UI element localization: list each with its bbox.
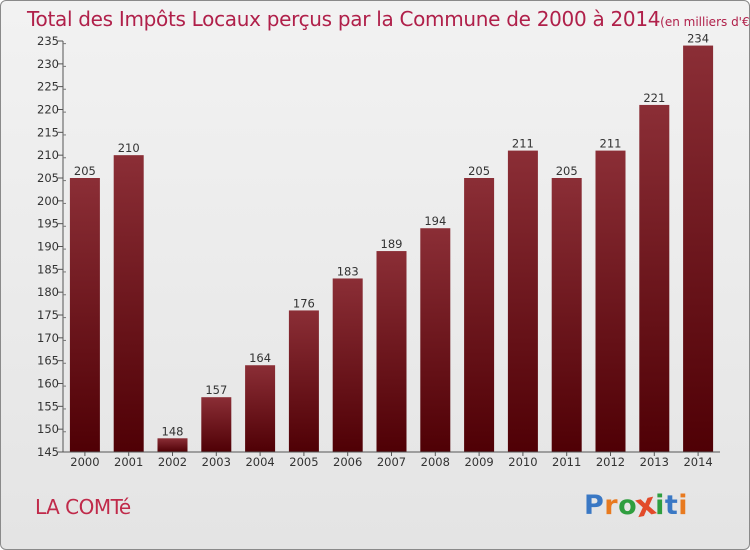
x-tick-label: 2008 [421,455,450,469]
data-label-2011: 205 [556,164,578,178]
y-tick-label: 165 [37,354,59,368]
chart-title-main: Total des Impôts Locaux perçus par la Co… [27,7,661,31]
y-tick-label: 155 [37,399,59,413]
x-tick-label: 2012 [596,455,625,469]
y-tick-label: 160 [37,377,59,391]
x-tick-label: 2013 [640,455,669,469]
data-label-2006: 183 [337,264,359,278]
y-tick-label: 185 [37,262,59,276]
x-tick-label: 2009 [464,455,493,469]
y-tick-label: 220 [37,103,59,117]
bar-2011 [551,178,582,452]
logo-letter: i [655,490,665,521]
data-label-2003: 157 [205,383,227,397]
y-tick-label: 230 [37,57,59,71]
bar-2000 [69,178,100,452]
y-tick-label: 200 [37,194,59,208]
bar-2014 [683,45,714,453]
bar-2003 [201,397,232,452]
y-tick-label: 150 [37,422,59,436]
data-label-2004: 164 [249,351,271,365]
logo-letter: r [604,490,619,521]
y-tick-label: 145 [37,445,59,459]
bar-2006 [332,278,363,452]
chart-title: Total des Impôts Locaux perçus par la Co… [27,7,750,31]
x-tick-label: 2003 [202,455,231,469]
x-tick-label: 2014 [683,455,712,469]
bar-2002 [157,438,188,452]
logo-letter: P [584,490,605,521]
y-tick-label: 190 [37,240,59,254]
x-tick-label: 2001 [114,455,143,469]
x-tick-label: 2002 [158,455,187,469]
y-tick-label: 195 [37,217,59,231]
data-label-2002: 148 [162,424,184,438]
data-label-2007: 189 [381,237,403,251]
bar-2010 [507,150,538,452]
y-tick-label: 215 [37,125,59,139]
data-label-2012: 211 [600,137,622,151]
bar-2013 [639,104,670,452]
x-tick-label: 2011 [552,455,581,469]
bar-2001 [113,155,144,452]
y-tick-label: 210 [37,148,59,162]
x-tick-label: 2010 [508,455,537,469]
x-axis: 2000 2001 2002 2003 2004 2005 2006 2007 2008 2009… [63,451,720,469]
data-label-2008: 194 [424,214,446,228]
x-tick-label: 2006 [333,455,362,469]
y-tick-label: 175 [37,308,59,322]
data-label-2009: 205 [468,164,490,178]
y-tick-label: 180 [37,285,59,299]
data-label-2000: 205 [74,164,96,178]
data-label-2013: 221 [643,91,665,105]
bar-2004 [245,365,276,452]
logo-letter: t [664,490,679,521]
y-tick-label: 235 [37,34,59,48]
y-tick-label: 170 [37,331,59,345]
y-tick-label: 225 [37,80,59,94]
bar-series: 205 210 148 157 164 176 183 189 194 205 211 205 211 2… [69,32,714,453]
logo-letter: o [618,490,638,521]
logo-letter: i [678,490,689,521]
data-label-2001: 210 [118,141,140,155]
chart-title-unit: (en milliers d'€) [660,15,750,29]
bar-2012 [595,150,626,452]
y-tick-label: 205 [37,171,59,185]
x-tick-label: 2007 [377,455,406,469]
y-axis: 145 150 155 160 165 170 175 180 185 190 195 200 205 2… [37,34,66,459]
bar-2009 [464,178,495,452]
data-label-2010: 211 [512,137,534,151]
x-tick-label: 2005 [289,455,318,469]
data-label-2005: 176 [293,296,315,310]
proxiti-logo: Proxiti [584,486,689,525]
bar-2008 [420,228,451,452]
x-tick-label: 2000 [70,455,99,469]
x-tick-label: 2004 [245,455,274,469]
commune-name: LA COMTé [35,495,131,519]
bar-2005 [288,310,319,452]
data-label-2014: 234 [687,32,709,46]
bar-2007 [376,251,407,452]
